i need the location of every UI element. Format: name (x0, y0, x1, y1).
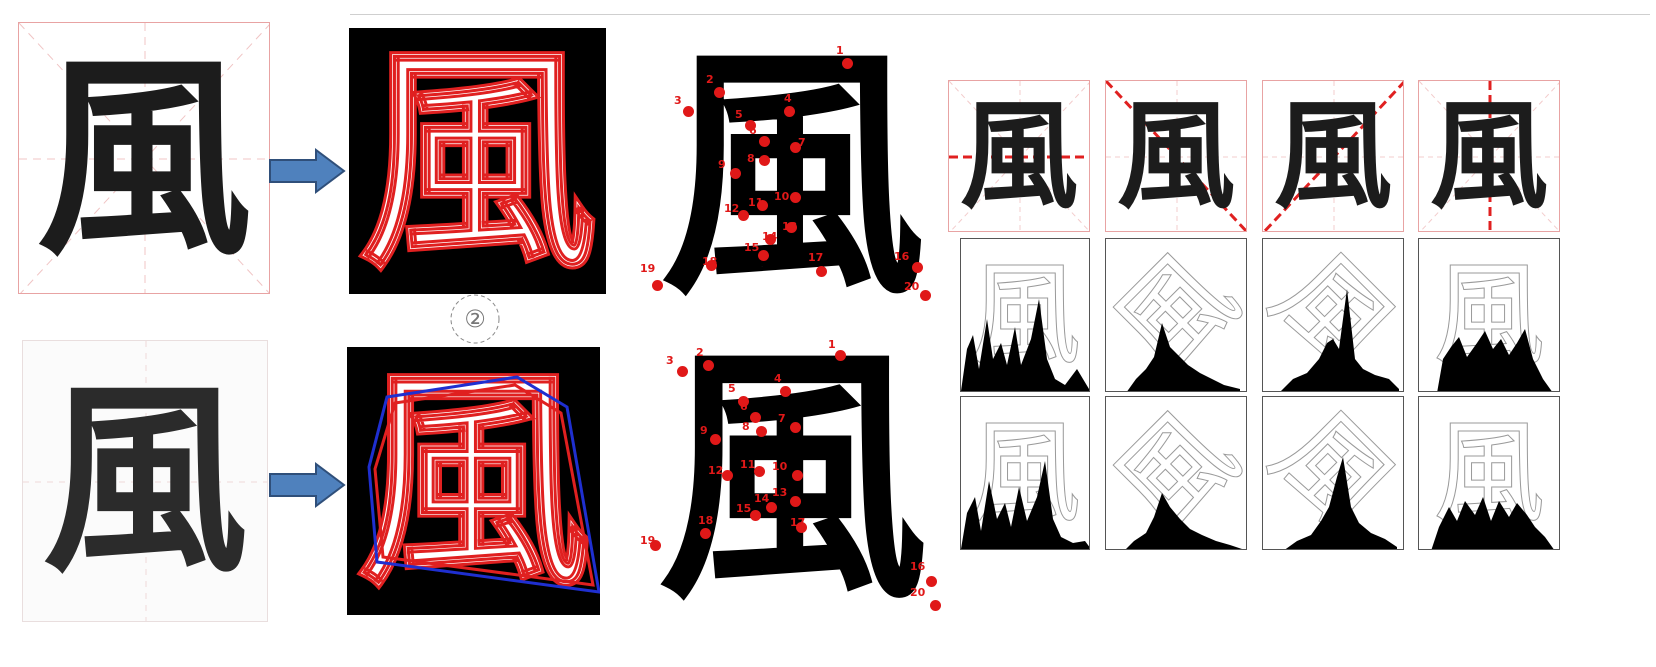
keypoint (750, 412, 761, 423)
keypoints-template: 風 1 2 3 4 5 6 7 8 9 10 11 12 13 14 15 16… (640, 40, 945, 310)
keypoint (926, 576, 937, 587)
projection-grid-diagonal-main: 風 (1105, 80, 1247, 232)
keypoint (790, 422, 801, 433)
keypoint (790, 496, 801, 507)
keypoint (652, 280, 663, 291)
projection-histogram: 風 (960, 238, 1090, 392)
keypoint (784, 106, 795, 117)
template-character: 風 (19, 23, 269, 293)
handwritten-character: 風 (23, 341, 267, 621)
projection-grid-vertical: 風 (1418, 80, 1560, 232)
keypoint (683, 106, 694, 117)
keypoint (790, 192, 801, 203)
keypoint (756, 426, 767, 437)
contour-panel-handwritten: 風 (347, 347, 600, 615)
keypoint (930, 600, 941, 611)
arrow-right-icon (268, 148, 348, 194)
projection-histogram: 風 (1105, 238, 1247, 392)
keypoint (730, 168, 741, 179)
template-character-grid: 風 (18, 22, 270, 294)
keypoint (842, 58, 853, 69)
step-marker: ② (449, 293, 501, 345)
projection-histogram: 風 (1262, 396, 1404, 550)
keypoint (758, 250, 769, 261)
keypoint (792, 470, 803, 481)
contour-panel-template: 風 (349, 28, 606, 294)
keypoint (714, 87, 725, 98)
keypoint (754, 466, 765, 477)
keypoint-character: 風 (640, 40, 945, 310)
convex-hull (347, 347, 600, 615)
keypoint (759, 155, 770, 166)
keypoints-handwritten: 風 1 2 3 4 5 6 7 8 9 10 11 12 13 14 15 16… (640, 338, 945, 616)
projection-histogram: 風 (1262, 238, 1404, 392)
arrow-right-icon (268, 462, 348, 508)
keypoint (920, 290, 931, 301)
keypoint (750, 510, 761, 521)
keypoint (835, 350, 846, 361)
projection-histogram: 風 (1105, 396, 1247, 550)
keypoint (703, 360, 714, 371)
keypoint (912, 262, 923, 273)
keypoint (780, 386, 791, 397)
keypoint (738, 210, 749, 221)
projection-grid-horizontal: 風 (948, 80, 1090, 232)
projection-histogram: 風 (1418, 238, 1560, 392)
keypoint (710, 434, 721, 445)
keypoint (722, 470, 733, 481)
top-divider-line (350, 14, 1650, 15)
projection-histogram: 風 (1418, 396, 1560, 550)
contour-character: 風 (349, 28, 606, 294)
keypoint (700, 528, 711, 539)
keypoint (677, 366, 688, 377)
keypoint (759, 136, 770, 147)
keypoint (816, 266, 827, 277)
handwritten-character-grid: 風 (22, 340, 268, 622)
projection-grid-diagonal-anti: 風 (1262, 80, 1404, 232)
projection-histogram: 風 (960, 396, 1090, 550)
